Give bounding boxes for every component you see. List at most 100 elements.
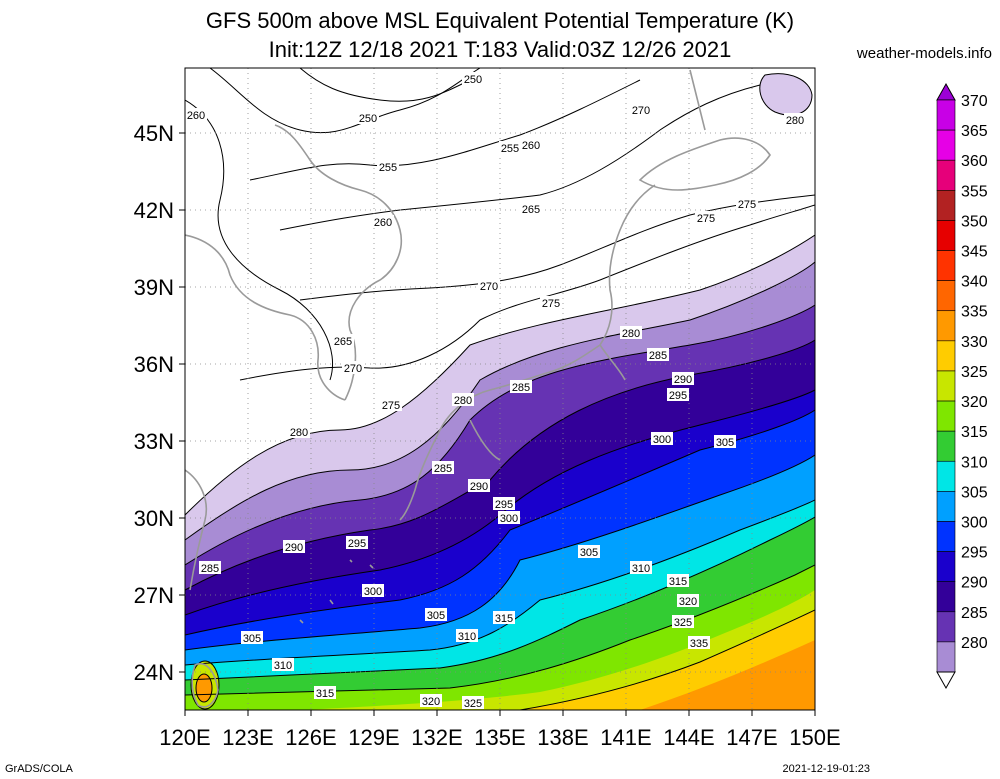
contour-label: 260 — [520, 138, 542, 152]
svg-text:300: 300 — [364, 586, 382, 598]
svg-text:295: 295 — [495, 499, 513, 511]
contour-label: 275 — [540, 296, 562, 310]
svg-text:300: 300 — [653, 434, 671, 446]
colorbar-label: 350 — [961, 213, 988, 230]
svg-text:280: 280 — [454, 395, 472, 407]
contour-label: 300 — [498, 511, 520, 525]
svg-text:275: 275 — [542, 298, 560, 310]
colorbar-swatch — [936, 430, 956, 462]
lat-axis: 45N 42N 39N 36N 33N 30N 27N 24N — [134, 121, 185, 685]
software-credit: GrADS/COLA — [5, 763, 73, 775]
svg-text:275: 275 — [697, 213, 715, 225]
site-credit[interactable]: weather-models.info — [856, 45, 992, 62]
colorbar-label: 340 — [961, 274, 988, 291]
colorbar-label: 280 — [961, 635, 988, 652]
colorbar-label: 290 — [961, 575, 988, 592]
colorbar-swatch — [936, 220, 956, 251]
contour-label: 325 — [672, 615, 694, 629]
svg-text:325: 325 — [464, 698, 482, 710]
contour-label: 250 — [357, 111, 379, 125]
colorbar-swatch — [936, 521, 956, 552]
contour-label: 270 — [342, 361, 364, 375]
contour-label: 300 — [651, 432, 673, 446]
contour-label: 295 — [667, 388, 689, 402]
lon-tick-label: 144E — [663, 725, 714, 750]
colorbar-label: 365 — [961, 123, 988, 140]
lat-tick-label: 27N — [134, 583, 174, 608]
svg-text:250: 250 — [359, 113, 377, 125]
contour-label: 320 — [677, 594, 699, 608]
contour-label: 290 — [468, 479, 490, 493]
contour-label: 250 — [462, 72, 484, 86]
contour-label: 295 — [346, 536, 368, 550]
lon-tick-label: 120E — [159, 725, 210, 750]
svg-text:325: 325 — [674, 617, 692, 629]
colorbar-swatch — [936, 159, 956, 191]
svg-text:275: 275 — [382, 400, 400, 412]
svg-text:335: 335 — [690, 638, 708, 650]
contour-label: 290 — [672, 372, 694, 386]
lat-tick-label: 42N — [134, 198, 174, 223]
svg-text:270: 270 — [632, 105, 650, 117]
svg-text:255: 255 — [379, 162, 397, 174]
colorbar-swatch — [936, 340, 956, 372]
contour-label: 275 — [380, 398, 402, 412]
colorbar-swatch — [936, 310, 956, 342]
colorbar-label: 305 — [961, 484, 988, 501]
svg-text:285: 285 — [434, 463, 452, 475]
colorbar-swatch — [936, 250, 956, 281]
colorbar-label: 320 — [961, 394, 988, 411]
contour-label: 305 — [578, 545, 600, 559]
contour-label: 335 — [688, 636, 710, 650]
contour-label: 325 — [462, 696, 484, 710]
colorbar-swatch — [936, 641, 956, 673]
lat-tick-label: 24N — [134, 660, 174, 685]
shaded-field: 250 250 255 255 260 260 260 265 265 270 … — [185, 68, 815, 710]
colorbar-label: 355 — [961, 183, 988, 200]
colorbar-label: 310 — [961, 454, 988, 471]
contour-label: 315 — [493, 611, 515, 625]
svg-text:320: 320 — [679, 596, 697, 608]
svg-text:290: 290 — [674, 374, 692, 386]
svg-text:290: 290 — [285, 542, 303, 554]
svg-text:315: 315 — [669, 576, 687, 588]
svg-text:295: 295 — [348, 538, 366, 550]
contour-label: 270 — [630, 103, 652, 117]
lon-tick-label: 123E — [222, 725, 273, 750]
colorbar-label: 330 — [961, 334, 988, 351]
colorbar-label: 315 — [961, 424, 988, 441]
contour-label: 280 — [620, 326, 642, 340]
svg-text:315: 315 — [495, 613, 513, 625]
lon-tick-label: 147E — [726, 725, 777, 750]
colorbar-label: 345 — [961, 244, 988, 261]
colorbar-swatch — [936, 400, 956, 432]
contour-labels: 250 250 255 255 260 260 260 265 265 270 … — [185, 72, 806, 710]
contour-label: 260 — [185, 108, 207, 122]
contour-label: 290 — [283, 540, 305, 554]
contour-label: 260 — [372, 215, 394, 229]
svg-text:305: 305 — [716, 437, 734, 449]
colorbar-label: 335 — [961, 304, 988, 321]
contour-label: 310 — [456, 629, 478, 643]
contour-label: 280 — [452, 393, 474, 407]
svg-text:270: 270 — [480, 281, 498, 293]
contour-label: 285 — [432, 461, 454, 475]
svg-text:280: 280 — [786, 115, 804, 127]
svg-text:290: 290 — [470, 481, 488, 493]
colorbar-swatch — [936, 460, 956, 492]
svg-text:285: 285 — [201, 563, 219, 575]
lat-tick-label: 36N — [134, 352, 174, 377]
lat-tick-label: 45N — [134, 121, 174, 146]
svg-text:265: 265 — [522, 204, 540, 216]
colorbar-swatch — [936, 491, 956, 522]
colorbar-label: 360 — [961, 153, 988, 170]
svg-text:265: 265 — [334, 336, 352, 348]
svg-text:255: 255 — [501, 143, 519, 155]
svg-text:280: 280 — [622, 328, 640, 340]
lon-axis: 120E 123E 126E 129E 132E 135E 138E 141E … — [159, 710, 841, 750]
contour-label: 300 — [362, 584, 384, 598]
contour-label: 310 — [272, 658, 294, 672]
contour-label: 315 — [667, 574, 689, 588]
lon-tick-label: 135E — [474, 725, 525, 750]
